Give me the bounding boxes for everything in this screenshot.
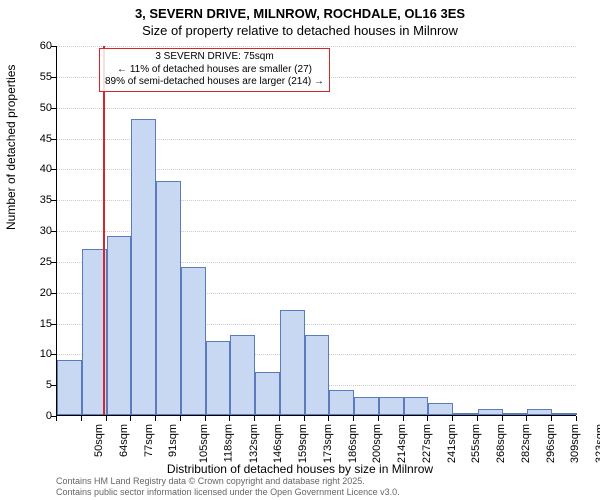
x-tick-label: 105sqm [198, 424, 210, 463]
x-tick-label: 214sqm [396, 424, 408, 463]
x-tick-label: 146sqm [272, 424, 284, 463]
x-tick-label: 50sqm [93, 424, 105, 457]
annotation-line1: 3 SEVERN DRIVE: 75sqm [105, 51, 324, 64]
x-tick-label: 173sqm [322, 424, 334, 463]
annotation-line3: 89% of semi-detached houses are larger (… [105, 76, 324, 89]
y-tick-label: 55 [22, 71, 52, 83]
annotation-line2: ← 11% of detached houses are smaller (27… [105, 64, 324, 77]
reference-line [103, 46, 105, 415]
histogram-bar [404, 397, 429, 416]
histogram-bar [107, 236, 132, 415]
x-tick-label: 255sqm [471, 424, 483, 463]
y-tick-label: 50 [22, 102, 52, 114]
histogram-bar [305, 335, 330, 415]
x-tick-label: 118sqm [222, 424, 234, 462]
x-tick-label: 282sqm [520, 424, 532, 463]
histogram-bar [131, 119, 156, 415]
annotation-box: 3 SEVERN DRIVE: 75sqm← 11% of detached h… [99, 48, 330, 92]
y-tick-label: 40 [22, 163, 52, 175]
y-tick-label: 15 [22, 318, 52, 330]
y-tick-label: 35 [22, 194, 52, 206]
chart-plot: 3 SEVERN DRIVE: 75sqm← 11% of detached h… [56, 46, 576, 416]
y-tick-label: 0 [22, 410, 52, 422]
chart-title-main: 3, SEVERN DRIVE, MILNROW, ROCHDALE, OL16… [0, 6, 600, 23]
x-tick-label: 323sqm [594, 424, 600, 463]
y-tick-label: 20 [22, 287, 52, 299]
y-tick-label: 30 [22, 225, 52, 237]
histogram-bar [255, 372, 280, 415]
x-tick-label: 159sqm [297, 424, 309, 463]
y-tick-label: 60 [22, 40, 52, 52]
y-axis-label: Number of detached properties [4, 65, 18, 230]
x-tick-label: 227sqm [421, 424, 433, 463]
histogram-bar [503, 413, 528, 415]
histogram-bar [453, 413, 478, 415]
y-tick-label: 5 [22, 379, 52, 391]
histogram-bar [552, 413, 577, 415]
footer-attribution: Contains HM Land Registry data © Crown c… [56, 476, 400, 498]
x-tick-label: 91sqm [167, 424, 179, 457]
x-tick-label: 132sqm [248, 424, 260, 463]
histogram-bar [527, 409, 552, 415]
y-axis-ticks: 051015202530354045505560 [22, 46, 52, 416]
histogram-bar [478, 409, 503, 415]
x-tick-label: 200sqm [372, 424, 384, 463]
footer-line2: Contains public sector information licen… [56, 487, 400, 498]
histogram-bar [379, 397, 404, 416]
chart-title-sub: Size of property relative to detached ho… [0, 23, 600, 40]
x-tick-label: 186sqm [347, 424, 359, 463]
x-tick-label: 296sqm [545, 424, 557, 463]
histogram-bar [206, 341, 231, 415]
histogram-bar [329, 390, 354, 415]
histogram-bar [428, 403, 453, 415]
histogram-bar [57, 360, 82, 416]
x-tick-label: 77sqm [143, 424, 155, 457]
x-tick-label: 241sqm [446, 424, 458, 463]
histogram-bar [354, 397, 379, 416]
y-tick-label: 10 [22, 348, 52, 360]
histogram-bar [230, 335, 255, 415]
x-tick-label: 268sqm [495, 424, 507, 463]
y-tick-label: 25 [22, 256, 52, 268]
y-tick-label: 45 [22, 133, 52, 145]
x-tick-label: 64sqm [118, 424, 130, 457]
histogram-bar [156, 181, 181, 415]
x-tick-label: 309sqm [570, 424, 582, 463]
footer-line1: Contains HM Land Registry data © Crown c… [56, 476, 400, 487]
histogram-bar [280, 310, 305, 415]
histogram-bar [181, 267, 206, 415]
plot-area: 3 SEVERN DRIVE: 75sqm← 11% of detached h… [56, 46, 576, 416]
x-axis-label: Distribution of detached houses by size … [0, 462, 600, 476]
